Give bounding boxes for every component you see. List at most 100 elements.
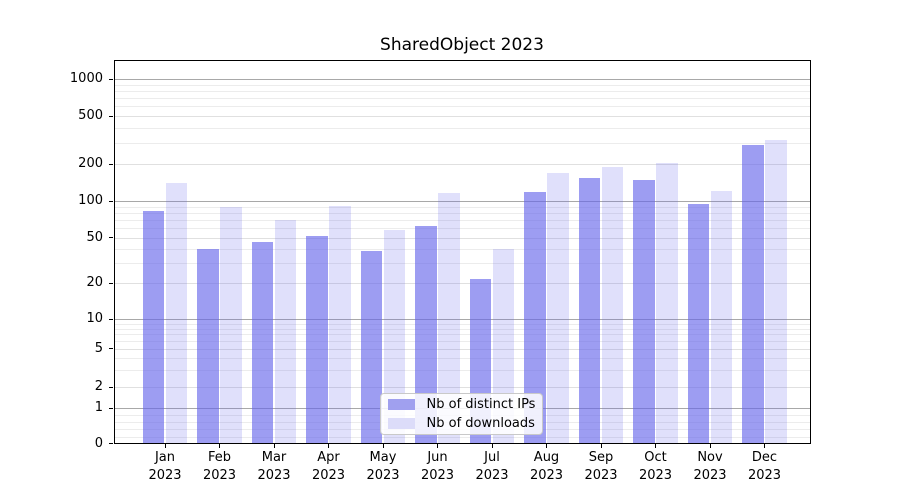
bar-downloads-aug bbox=[547, 173, 569, 444]
y-tick-label-500: 500 bbox=[78, 108, 103, 123]
legend-label-distinct-ips: Nb of distinct IPs bbox=[426, 396, 536, 412]
x-tick-apr bbox=[328, 444, 329, 448]
bar-downloads-sep bbox=[601, 167, 624, 444]
bar-distinct-ips-jun bbox=[415, 226, 437, 444]
x-tick-jun bbox=[437, 444, 438, 448]
gridline-y-100 bbox=[113, 201, 811, 203]
x-tick-label-month: Aug bbox=[533, 450, 560, 465]
x-tick-label-month: May bbox=[369, 450, 397, 465]
bar-distinct-ips-oct bbox=[633, 180, 655, 444]
bar-downloads-apr bbox=[329, 205, 351, 444]
bar-distinct-ips-mar bbox=[251, 241, 274, 444]
x-tick-label-month: Jun bbox=[427, 450, 448, 465]
legend-swatch-downloads bbox=[387, 417, 415, 429]
x-tick-nov bbox=[709, 444, 711, 448]
x-tick-label-sep: Sep 2023 bbox=[571, 449, 631, 485]
plot-area: Nb of distinct IPs Nb of downloads bbox=[113, 60, 811, 444]
gridline-y-80 bbox=[113, 213, 811, 214]
bar-downloads-dec bbox=[765, 139, 787, 444]
y-tick-label-100: 100 bbox=[78, 193, 103, 209]
y-tick-50 bbox=[109, 237, 113, 239]
x-tick-label-month: Apr bbox=[317, 450, 340, 465]
gridline-y-400 bbox=[113, 127, 811, 129]
x-tick-mar bbox=[273, 444, 275, 448]
gridline-y-90 bbox=[113, 206, 811, 208]
gridline-y-5 bbox=[113, 348, 811, 350]
gridline-y-70 bbox=[113, 220, 811, 221]
x-tick-label-jan: Jan 2023 bbox=[135, 449, 195, 485]
x-tick-label-year: 2023 bbox=[257, 468, 291, 483]
gridline-y-4 bbox=[113, 357, 811, 359]
y-tick-label-2: 2 bbox=[94, 379, 103, 394]
x-tick-label-feb: Feb 2023 bbox=[190, 449, 250, 485]
gridline-y-500 bbox=[113, 116, 811, 117]
y-tick-100 bbox=[109, 200, 113, 202]
chart-title: SharedObject 2023 bbox=[380, 35, 544, 55]
gridline-y-60 bbox=[113, 228, 811, 230]
x-tick-dec bbox=[764, 444, 765, 448]
x-tick-may bbox=[382, 444, 384, 448]
bar-distinct-ips-dec bbox=[742, 144, 764, 444]
x-tick-jul bbox=[491, 444, 493, 448]
x-tick-label-month: Mar bbox=[261, 450, 287, 465]
x-tick-label-year: 2023 bbox=[420, 468, 455, 483]
y-tick-20 bbox=[109, 282, 113, 284]
gridline-y-1000 bbox=[113, 79, 811, 80]
gridline-y-0.2 bbox=[113, 436, 811, 438]
x-tick-label-year: 2023 bbox=[202, 468, 237, 483]
x-tick-label-year: 2023 bbox=[148, 468, 182, 483]
bar-distinct-ips-nov bbox=[687, 203, 710, 444]
x-tick-label-month: Dec bbox=[751, 450, 778, 465]
x-tick-label-jun: Jun 2023 bbox=[408, 449, 468, 485]
gridline-y-9 bbox=[113, 323, 811, 325]
gridline-y-600 bbox=[113, 106, 811, 108]
y-tick-500 bbox=[109, 115, 113, 117]
x-tick-label-aug: Aug 2023 bbox=[517, 449, 577, 485]
bar-downloads-oct bbox=[656, 163, 678, 444]
x-tick-label-month: Oct bbox=[644, 450, 667, 465]
bar-distinct-ips-sep bbox=[578, 177, 601, 444]
y-tick-label-1000: 1000 bbox=[69, 71, 103, 86]
gridline-y-200 bbox=[113, 164, 811, 166]
x-tick-label-jul: Jul 2023 bbox=[462, 449, 522, 485]
x-tick-label-year: 2023 bbox=[638, 468, 673, 483]
y-tick-200 bbox=[109, 163, 113, 165]
x-tick-label-year: 2023 bbox=[475, 468, 509, 483]
bar-downloads-feb bbox=[220, 206, 242, 444]
gridline-y-900 bbox=[113, 84, 811, 86]
x-tick-label-year: 2023 bbox=[747, 468, 782, 483]
gridline-y-30 bbox=[113, 263, 811, 265]
x-tick-aug bbox=[546, 444, 547, 448]
gridline-y-40 bbox=[113, 248, 811, 250]
legend-item-distinct-ips: Nb of distinct IPs bbox=[387, 396, 536, 412]
gridline-y-800 bbox=[113, 90, 811, 92]
y-tick-label-200: 200 bbox=[78, 156, 103, 172]
x-tick-jan bbox=[164, 444, 166, 448]
x-tick-label-may: May 2023 bbox=[353, 449, 413, 485]
bar-distinct-ips-aug bbox=[524, 191, 546, 444]
legend-item-downloads: Nb of downloads bbox=[387, 416, 535, 431]
y-tick-label-10: 10 bbox=[86, 311, 103, 327]
gridline-y-10 bbox=[113, 319, 811, 321]
x-tick-label-year: 2023 bbox=[311, 468, 346, 483]
y-tick-label-20: 20 bbox=[86, 275, 103, 291]
bar-downloads-mar bbox=[274, 220, 297, 444]
legend: Nb of distinct IPs Nb of downloads bbox=[379, 392, 543, 435]
gridline-y-700 bbox=[113, 98, 811, 99]
gridline-y-2 bbox=[113, 387, 811, 388]
y-tick-label-50: 50 bbox=[86, 229, 103, 245]
bar-distinct-ips-may bbox=[360, 251, 383, 444]
bar-downloads-may bbox=[383, 229, 406, 444]
x-tick-label-month: Nov bbox=[697, 450, 723, 465]
y-tick-label-5: 5 bbox=[94, 340, 103, 356]
x-tick-label-oct: Oct 2023 bbox=[626, 449, 686, 485]
y-tick-1000 bbox=[109, 78, 113, 80]
y-tick-10 bbox=[109, 318, 113, 320]
x-tick-label-month: Sep bbox=[588, 450, 614, 465]
x-tick-sep bbox=[600, 444, 602, 448]
bar-distinct-ips-feb bbox=[197, 248, 219, 444]
gridline-y-20 bbox=[113, 283, 811, 285]
bar-distinct-ips-jan bbox=[142, 211, 165, 444]
y-tick-label-0: 0 bbox=[94, 435, 103, 451]
x-tick-label-nov: Nov 2023 bbox=[680, 449, 740, 485]
